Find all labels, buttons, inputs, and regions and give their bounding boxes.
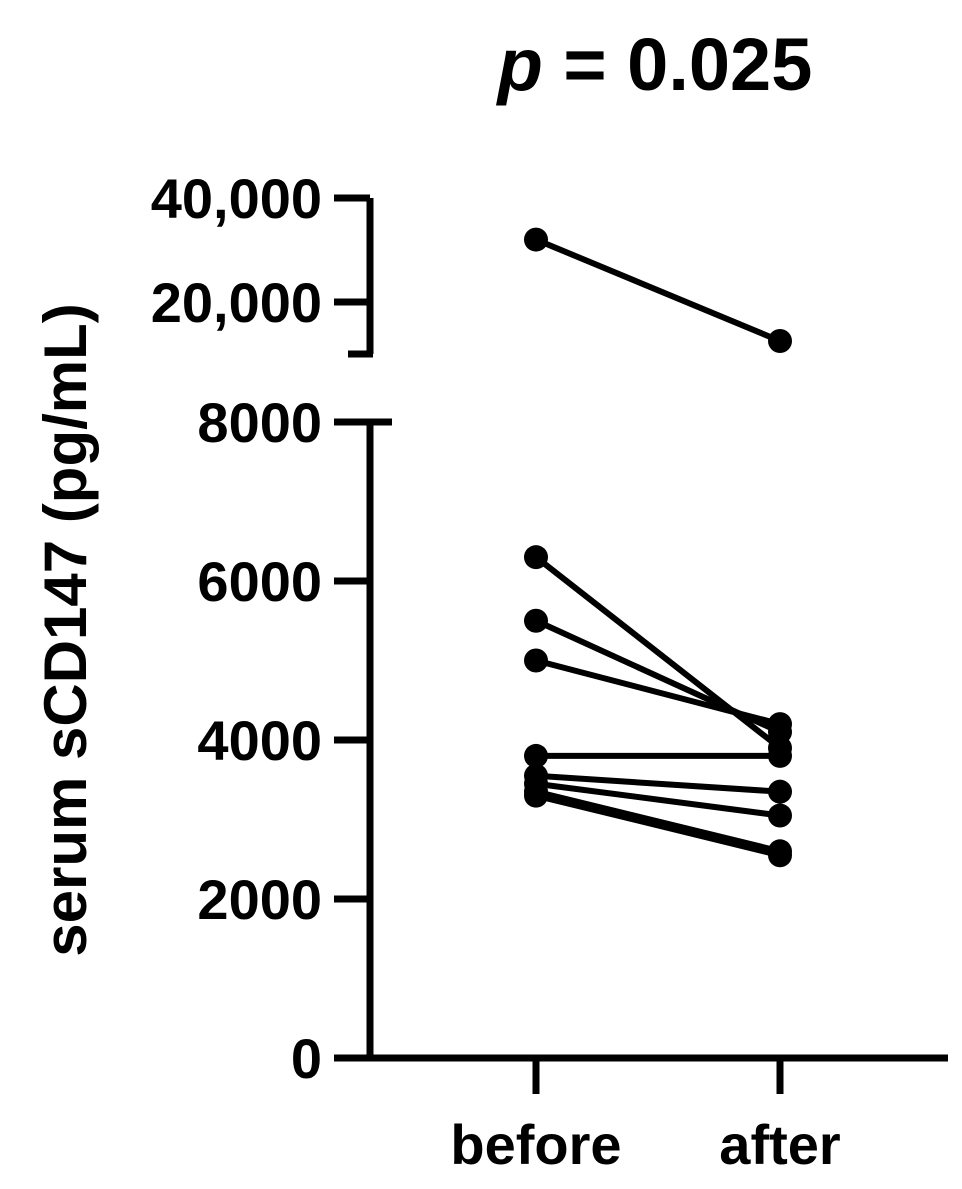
chart-title-value: = 0.025 [543,23,813,106]
data-point [768,743,792,768]
data-point [524,743,548,768]
y-ticks: 0 2000 4000 6000 8000 20,000 40,000 [151,167,370,1090]
series-line [534,554,782,751]
series-line [535,772,781,795]
data-point [524,227,548,252]
y-tick-label-lower: 4000 [197,709,322,772]
data-point [524,608,548,633]
y-tick-label-lower: 2000 [197,868,322,931]
y-tick-label-upper: 20,000 [151,271,322,334]
data-points [524,227,792,868]
x-category-label: after [719,1113,840,1176]
y-axis-title: serum sCD147 (pg/mL) [32,303,99,957]
series-line [535,792,781,859]
data-point [768,843,792,868]
series-line [534,236,782,344]
data-point [768,779,792,804]
x-categories: before after [450,1058,841,1176]
chart-title-p: p [496,23,543,106]
chart-title: p = 0.025 [496,23,813,106]
series-line [535,788,781,855]
axes [334,198,948,1062]
series-line [535,780,781,819]
data-point [768,329,792,353]
x-category-label: before [450,1113,621,1176]
series-lines [534,236,782,859]
y-tick-label-lower: 0 [291,1027,322,1090]
data-point [768,712,792,737]
y-tick-label-lower: 8000 [197,391,322,454]
data-point [524,783,548,808]
series-line [535,657,781,728]
y-tick-label-lower: 6000 [197,550,322,613]
data-point [524,545,548,570]
data-point [768,803,792,828]
data-point [524,648,548,673]
y-tick-label-upper: 40,000 [151,167,322,230]
